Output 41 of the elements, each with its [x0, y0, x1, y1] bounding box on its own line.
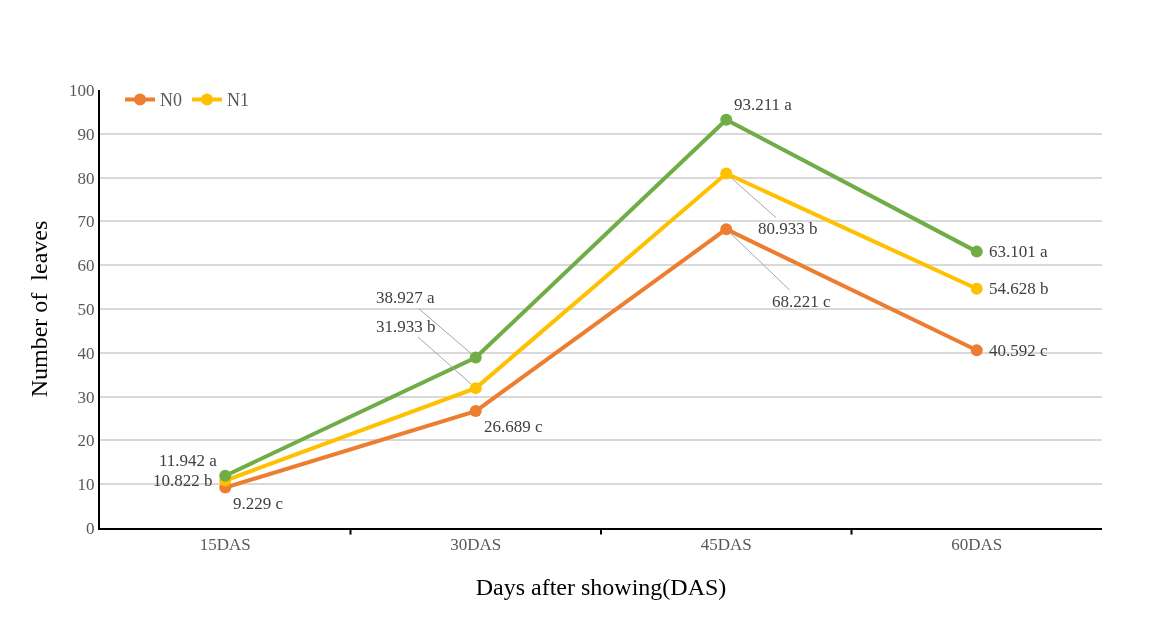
point	[469, 351, 482, 364]
data-label: 31.933 b	[376, 317, 436, 336]
point	[720, 113, 733, 126]
y-tick-label: 10	[77, 475, 95, 495]
y-tick-label: 100	[69, 80, 95, 100]
point	[970, 282, 983, 295]
point	[970, 344, 983, 357]
y-tick-label: 60	[77, 256, 95, 276]
y-tick-label: 90	[77, 124, 95, 144]
data-label: 54.628 b	[989, 279, 1049, 298]
data-label: 80.933 b	[758, 219, 818, 238]
point	[469, 382, 482, 395]
point	[219, 469, 232, 482]
y-tick-label: 70	[77, 212, 95, 232]
x-axis-title: Days after showing(DAS)	[475, 574, 727, 601]
point	[720, 167, 733, 180]
data-label: 63.101 a	[989, 242, 1048, 261]
data-label: 38.927 a	[376, 288, 435, 307]
y-tick-label: 80	[77, 168, 95, 188]
y-tick-label: 30	[77, 387, 95, 407]
y-tick-label: 50	[77, 299, 95, 319]
legend-label: N0	[160, 90, 183, 111]
x-tick-label: 45DAS	[700, 535, 752, 555]
y-axis-title: Number of leaves	[25, 220, 52, 398]
data-label: 26.689 c	[484, 417, 543, 436]
y-tick-label: 40	[77, 343, 95, 363]
data-label: 11.942 a	[159, 451, 218, 470]
point	[469, 405, 482, 418]
data-label: 9.229 c	[233, 494, 284, 513]
x-tick-label: 30DAS	[450, 535, 502, 555]
y-tick-label: 0	[86, 518, 95, 538]
data-label: 40.592 c	[989, 341, 1048, 360]
x-tick-label: 60DAS	[951, 535, 1003, 555]
x-tick-label: 15DAS	[199, 535, 251, 555]
data-label: 68.221 c	[772, 292, 831, 311]
legend-label: N1	[227, 90, 250, 111]
data-label: 93.211 a	[734, 95, 793, 114]
point	[720, 223, 733, 236]
data-label: 10.822 b	[153, 471, 213, 490]
y-tick-label: 20	[77, 431, 95, 451]
point	[970, 245, 983, 258]
